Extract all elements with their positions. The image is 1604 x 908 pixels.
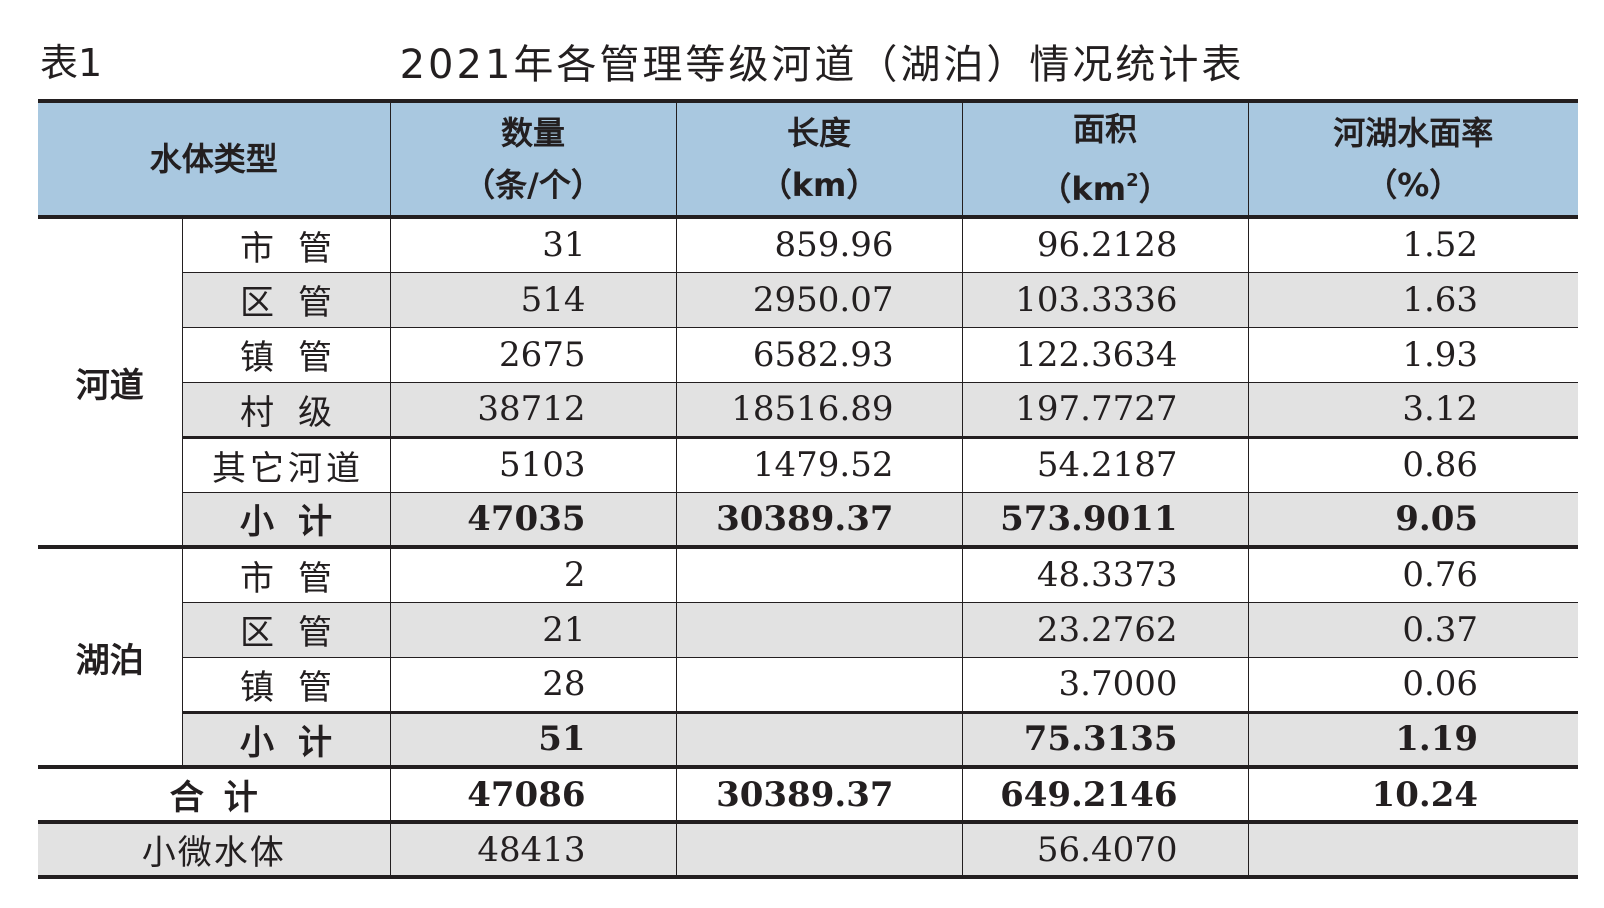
header-row: 水体类型 数量 （条/个） 长度 （km） 面积 （km2） 河湖水面率 （%） (38, 99, 1579, 219)
cell-area: 197.7727 (961, 382, 1249, 438)
cell-count: 5103 (389, 435, 677, 493)
cell-rate: 0.37 (1247, 602, 1579, 658)
cell-count: 28 (389, 657, 677, 713)
header-area: 面积 （km2） (961, 99, 1249, 219)
cell-length (675, 547, 963, 603)
subtotal-row: 小计 47035 30389.37 573.9011 9.05 (38, 492, 1579, 549)
header-count: 数量 （条/个） (389, 99, 677, 219)
cell-area: 3.7000 (961, 657, 1249, 713)
cell-count: 2675 (389, 327, 677, 383)
table-row: 村级 38712 18516.89 197.7727 3.12 (38, 382, 1579, 438)
cell-length: 30389.37 (675, 492, 963, 549)
header-rate: 河湖水面率 （%） (1247, 99, 1579, 219)
table-row: 河道 市管 31 859.96 96.2128 1.52 (38, 217, 1579, 549)
cell-count: 47035 (389, 492, 677, 549)
cell-length (675, 657, 963, 713)
cell-rate: 1.19 (1247, 710, 1579, 769)
cell-area: 75.3135 (961, 710, 1249, 769)
cell-count: 48413 (389, 822, 677, 879)
cell-length (675, 602, 963, 658)
cell-count: 51 (389, 710, 677, 769)
cell-rate: 9.05 (1247, 492, 1579, 549)
row-sub-label: 村级 (182, 382, 391, 438)
cell-length: 6582.93 (675, 327, 963, 383)
cell-length: 859.96 (675, 217, 963, 273)
cell-area: 56.4070 (961, 822, 1249, 879)
row-sub-label: 其它河道 (182, 435, 391, 493)
cell-area: 649.2146 (961, 767, 1249, 824)
header-length: 长度 （km） (675, 99, 963, 219)
cell-rate: 3.12 (1247, 382, 1579, 438)
micro-water-row: 小微水体 48413 56.4070 (38, 822, 1579, 879)
cell-area: 573.9011 (961, 492, 1249, 549)
table-row: 镇管 28 3.7000 0.06 (38, 657, 1579, 713)
header-type: 水体类型 (38, 99, 391, 219)
cell-area: 54.2187 (961, 435, 1249, 493)
row-sub-label: 小计 (182, 710, 391, 769)
cell-rate: 1.93 (1247, 327, 1579, 383)
cell-count: 47086 (389, 767, 677, 824)
cell-length: 18516.89 (675, 382, 963, 438)
table-row: 区管 21 23.2762 0.37 (38, 602, 1579, 658)
cell-count: 21 (389, 602, 677, 658)
cell-length (675, 822, 963, 879)
table-row: 镇管 2675 6582.93 122.3634 1.93 (38, 327, 1579, 383)
cell-rate: 0.06 (1247, 657, 1579, 713)
group-label-river: 河道 (38, 217, 183, 549)
cell-rate: 10.24 (1247, 767, 1579, 824)
row-sub-label: 市管 (181, 217, 391, 273)
cell-length: 2950.07 (675, 272, 963, 328)
row-sub-label: 小计 (182, 492, 391, 549)
cell-area: 48.3373 (961, 547, 1249, 603)
cell-count: 38712 (389, 382, 677, 438)
total-label: 合计 (38, 767, 391, 824)
table-row: 湖泊 市管 2 48.3373 0.76 (38, 547, 1579, 769)
cell-length: 1479.52 (675, 435, 963, 493)
row-sub-label: 镇管 (182, 327, 391, 383)
statistics-table: 水体类型 数量 （条/个） 长度 （km） 面积 （km2） 河湖水面率 （%） 河道 … (38, 99, 1579, 879)
cell-area: 96.2128 (961, 217, 1249, 273)
table-row: 区管 514 2950.07 103.3336 1.63 (38, 272, 1579, 328)
cell-count: 514 (389, 272, 677, 328)
cell-rate (1247, 822, 1579, 879)
micro-label: 小微水体 (38, 822, 391, 879)
row-sub-label: 市管 (181, 547, 391, 603)
table-title: 2021年各管理等级河道（湖泊）情况统计表 (399, 42, 1245, 88)
cell-count: 2 (389, 547, 677, 603)
cell-rate: 0.76 (1247, 547, 1579, 603)
cell-length: 30389.37 (675, 767, 963, 824)
table-row: 其它河道 5103 1479.52 54.2187 0.86 (38, 435, 1579, 493)
group-label-lake: 湖泊 (38, 547, 183, 769)
cell-count: 31 (389, 217, 677, 273)
cell-area: 122.3634 (961, 327, 1249, 383)
row-sub-label: 区管 (182, 272, 391, 328)
row-sub-label: 镇管 (182, 657, 391, 713)
row-sub-label: 区管 (182, 602, 391, 658)
cell-length (675, 710, 963, 769)
total-row: 合计 47086 30389.37 649.2146 10.24 (38, 767, 1579, 824)
cell-rate: 1.52 (1247, 217, 1579, 273)
table-label: 表1 (40, 41, 103, 85)
cell-area: 23.2762 (961, 602, 1249, 658)
cell-area: 103.3336 (961, 272, 1249, 328)
subtotal-row: 小计 51 75.3135 1.19 (38, 710, 1579, 769)
cell-rate: 0.86 (1247, 435, 1579, 493)
cell-rate: 1.63 (1247, 272, 1579, 328)
